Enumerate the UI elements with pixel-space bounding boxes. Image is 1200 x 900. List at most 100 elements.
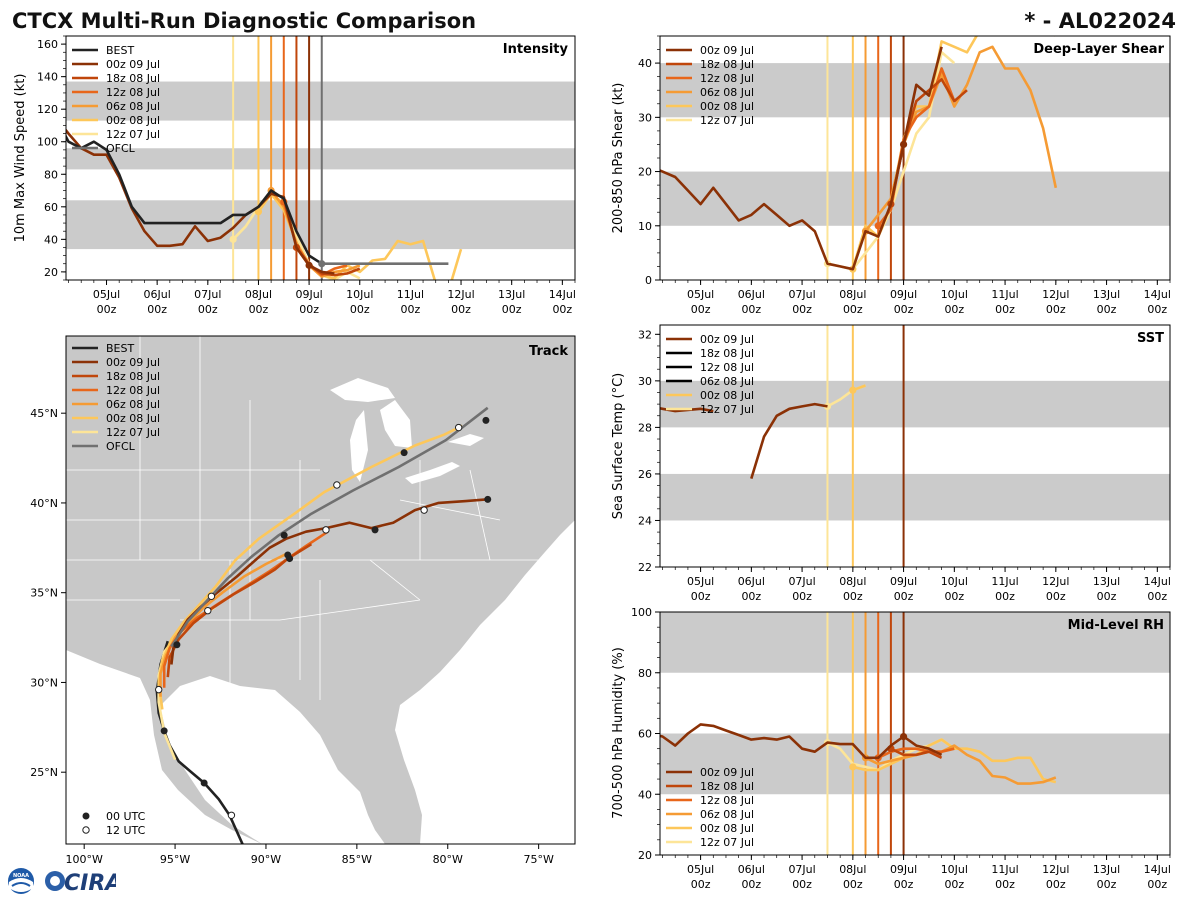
- rh-legend-label-3: 06z 08 Jul: [700, 808, 754, 821]
- track-legend-label-6: 12z 07 Jul: [106, 426, 160, 439]
- track-dot-12utc: [207, 592, 216, 600]
- sst-init-lines: [826, 325, 905, 567]
- shear-legend-label-2: 12z 08 Jul: [700, 72, 754, 85]
- intensity-legend-label-5: 00z 08 Jul: [106, 114, 160, 127]
- intensity-legend-label-2: 18z 08 Jul: [106, 72, 160, 85]
- shear-ytick-label-1: 10: [638, 220, 652, 233]
- sst-xtick-label-9-0: 14Jul: [1144, 575, 1171, 588]
- sst-legend-label-5: 12z 07 Jul: [700, 403, 754, 416]
- rh-xtick-label-2-1: 00z: [792, 878, 812, 891]
- track-dot-12utc: [227, 811, 236, 819]
- shear-xtick-label-4-1: 00z: [894, 303, 914, 316]
- shear-ytick-label-3: 30: [638, 111, 652, 124]
- shear-xtick-label-1-1: 00z: [741, 303, 761, 316]
- sst-series-00z-09-jul: [750, 402, 828, 479]
- marker-legend-label-1: 12 UTC: [106, 824, 146, 837]
- shear-xtick-label-3-1: 00z: [843, 303, 863, 316]
- rh-series-18z-08-jul: [890, 747, 943, 759]
- intensity-xtick-label-0-1: 00z: [97, 303, 117, 316]
- shear-xtick-label-0-1: 00z: [691, 303, 711, 316]
- shear-legend-label-5: 12z 07 Jul: [700, 114, 754, 127]
- rh-xtick-label-6-1: 00z: [995, 878, 1015, 891]
- sst-xtick-label-6-1: 00z: [995, 590, 1015, 603]
- rh-xtick-label-4-0: 09Jul: [890, 863, 917, 876]
- rh-xtick-label-0-0: 05Jul: [687, 863, 714, 876]
- intensity-xtick-label-7-0: 12Jul: [447, 288, 474, 301]
- shear-xtick-label-0-0: 05Jul: [687, 288, 714, 301]
- rh-init-point-5: [899, 732, 908, 741]
- shear-init-point-5: [899, 140, 908, 149]
- sst-band-0: [660, 473, 1170, 521]
- atlantic-ocean: [395, 520, 575, 844]
- track-xtick-label-5: 75°W: [523, 853, 553, 866]
- great-lakes: [330, 378, 484, 484]
- rh-axes: 20 40 60 80 100 05Jul 00z 06Jul 00z 07Jul 00z 08Jul…: [631, 606, 1171, 891]
- rh-band-1: [660, 612, 1170, 673]
- track-xtick-label-4: 80°W: [433, 853, 463, 866]
- sst-xtick-label-4-0: 09Jul: [890, 575, 917, 588]
- rh-ytick-label-4: 100: [631, 606, 652, 619]
- sst-ytick-label-0: 22: [638, 561, 652, 574]
- sst-xtick-label-8-1: 00z: [1097, 590, 1117, 603]
- intensity-ytick-label-5: 120: [37, 103, 58, 116]
- intensity-series-00z-09-jul: [66, 128, 335, 275]
- intensity-xtick-label-9-1: 00z: [552, 303, 572, 316]
- figure-title: CTCX Multi-Run Diagnostic Comparison: [12, 9, 476, 33]
- sst-xtick-label-9-1: 00z: [1147, 590, 1167, 603]
- intensity-legend-label-4: 06z 08 Jul: [106, 100, 160, 113]
- intensity-axes: 20 40 60 80 100 120 140 160 05Jul 00z 06Jul 00z 07Ju…: [37, 35, 576, 316]
- sst-legend-label-4: 00z 08 Jul: [700, 389, 754, 402]
- intensity-legend-label-3: 12z 08 Jul: [106, 86, 160, 99]
- sst-xtick-label-3-1: 00z: [843, 590, 863, 603]
- intensity-ytick-label-6: 140: [37, 71, 58, 84]
- rh-title: Mid-Level RH: [1068, 618, 1164, 633]
- track-panel: 100°W 95°W 90°W 85°W 80°W 75°W 25°N 30°N 35°N 40°…: [30, 335, 576, 866]
- shear-init-lines: [826, 36, 905, 280]
- track-legend-label-4: 06z 08 Jul: [106, 398, 160, 411]
- intensity-ytick-label-0: 20: [44, 266, 58, 279]
- track-xtick-label-0: 100°W: [65, 853, 102, 866]
- shear-xtick-label-9-0: 14Jul: [1144, 288, 1171, 301]
- shear-legend-label-1: 18z 08 Jul: [700, 58, 754, 71]
- track-ytick-label-3: 40°N: [30, 497, 58, 510]
- rh-legend-label-0: 00z 09 Jul: [700, 766, 754, 779]
- track-dot-12utc: [204, 606, 212, 615]
- sst-ytick-label-1: 24: [638, 514, 652, 527]
- intensity-init-point-1: [254, 208, 263, 216]
- sst-xtick-label-3-0: 08Jul: [839, 575, 866, 588]
- intensity-series-12z-07-jul: [232, 192, 361, 280]
- intensity-xtick-label-5-1: 00z: [350, 303, 370, 316]
- track-map: [66, 336, 575, 844]
- cira-logo-text: CIRA: [64, 871, 116, 896]
- intensity-ytick-label-1: 40: [44, 233, 58, 246]
- sst-title: SST: [1137, 331, 1164, 346]
- noaa-logo-icon: NOAA: [8, 868, 34, 894]
- shear-xtick-label-7-0: 12Jul: [1042, 288, 1069, 301]
- track-legend-label-2: 18z 08 Jul: [106, 370, 160, 383]
- track-dot-12utc: [155, 685, 163, 694]
- rh-ytick-label-0: 20: [638, 849, 652, 862]
- state-borders: [66, 336, 575, 700]
- sst-axes: 22 24 26 28 30 32 05Jul 00z 06Jul 00z 07Jul 00z 08Ju…: [638, 328, 1171, 603]
- shear-xtick-label-6-1: 00z: [995, 303, 1015, 316]
- rh-init-point-1: [849, 763, 857, 771]
- sst-xtick-label-7-1: 00z: [1046, 590, 1066, 603]
- rh-xtick-label-9-0: 14Jul: [1144, 863, 1171, 876]
- track-xtick-label-3: 85°W: [342, 853, 372, 866]
- rh-init-lines: [826, 612, 905, 855]
- sst-xtick-label-2-1: 00z: [792, 590, 812, 603]
- intensity-bands: [66, 81, 575, 250]
- intensity-ytick-label-7: 160: [37, 38, 58, 51]
- intensity-xtick-label-3-1: 00z: [249, 303, 269, 316]
- sst-ytick-label-3: 28: [638, 421, 652, 434]
- track-ytick-label-2: 35°N: [30, 587, 58, 600]
- rh-xtick-label-1-1: 00z: [741, 878, 761, 891]
- track-legend-label-1: 00z 09 Jul: [106, 356, 160, 369]
- shear-xtick-label-5-0: 10Jul: [941, 288, 968, 301]
- shear-panel: 0 10 20 30 40 05Jul 00z 06Jul 00z 07Jul 00z 08Jul 00…: [611, 35, 1171, 316]
- track-frame: [65, 335, 576, 845]
- rh-xtick-label-7-1: 00z: [1046, 878, 1066, 891]
- sst-xtick-label-7-0: 12Jul: [1042, 575, 1069, 588]
